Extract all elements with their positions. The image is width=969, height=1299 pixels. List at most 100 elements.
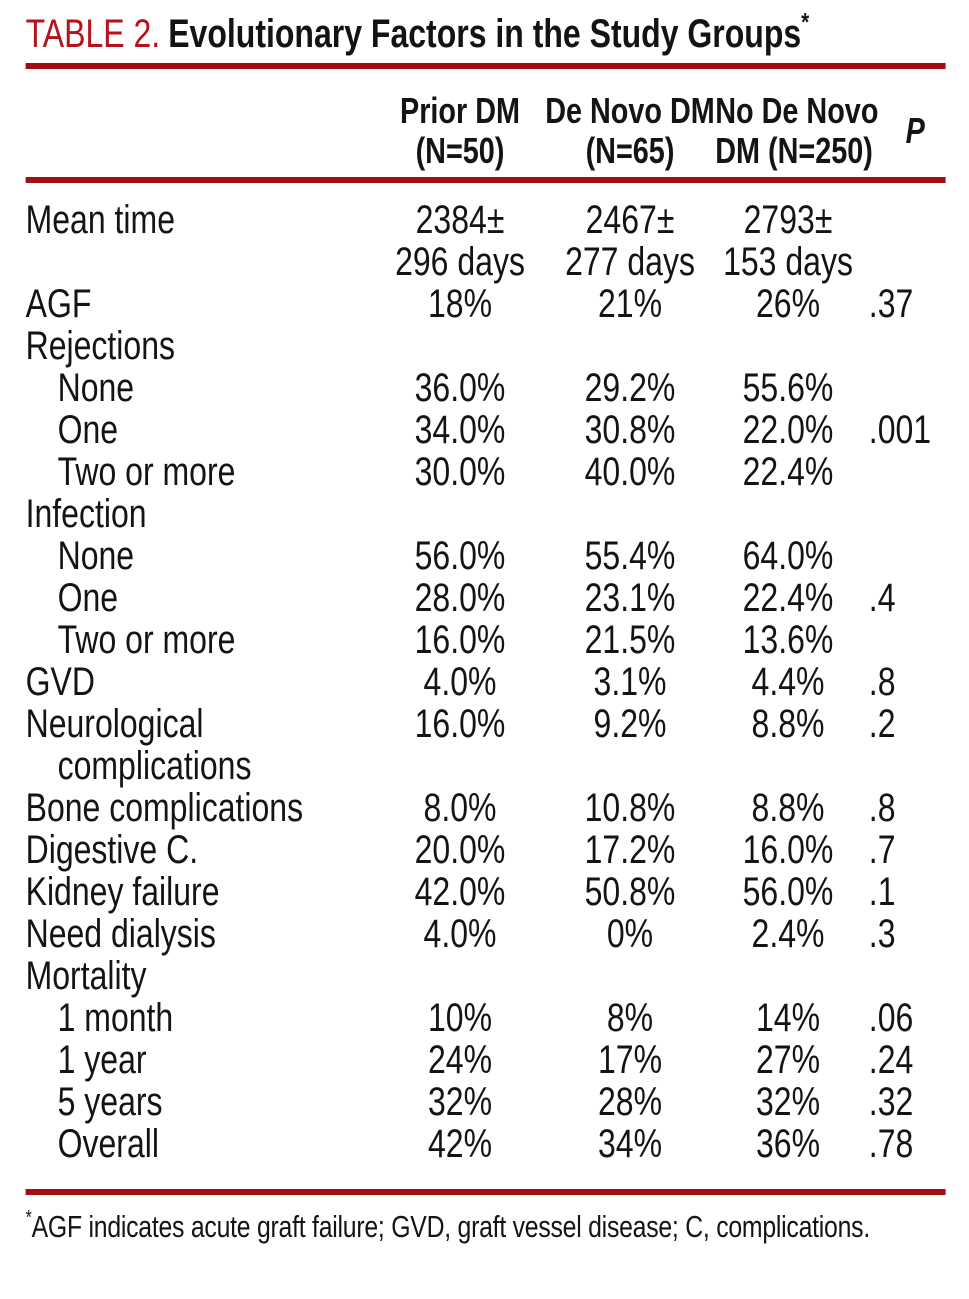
row-label-line: Neurological: [25, 702, 204, 746]
cell-no-de-novo-dm: 36%: [715, 1123, 861, 1165]
column-header-de-novo-dm: De Novo DM (N=65): [545, 69, 715, 177]
cell-no-de-novo-dm: 4.4%: [715, 661, 861, 703]
row-label-line: Two or more: [57, 450, 236, 494]
table-number-label: TABLE 2.: [25, 12, 161, 56]
table-row: Kidney failure 42.0% 50.8% 56.0% .1: [26, 871, 946, 913]
row-label-line: Digestive C.: [25, 828, 199, 872]
cell-line: 9.2%: [593, 702, 667, 746]
journal-table-page: TABLE 2. Evolutionary Factors in the Stud…: [25, 9, 969, 1245]
cell-line: 21%: [597, 282, 663, 326]
cell-line: 24%: [427, 1038, 493, 1082]
cell-line: 56.0%: [742, 870, 834, 914]
table-row: Neurological complications 16.0% 9.2% 8.8% .2: [26, 703, 946, 787]
row-label-line: None: [57, 534, 135, 578]
cell-prior-dm: 2384± 296 days: [375, 199, 545, 283]
column-header-table: Prior DM (N=50) De Novo DM (N=65) No De …: [26, 69, 946, 177]
cell-prior-dm: 16.0%: [375, 619, 545, 661]
top-rule: [25, 63, 946, 69]
cell-prior-dm: 42%: [375, 1123, 545, 1165]
table-row: Infection: [26, 493, 946, 535]
cell-line: 277 days: [565, 240, 695, 284]
cell-line: 17%: [597, 1038, 663, 1082]
row-label-line: None: [57, 366, 135, 410]
table-row: Bone complications 8.0% 10.8% 8.8% .8: [26, 787, 946, 829]
cell-p-value: .4: [868, 576, 896, 620]
row-label: AGF: [26, 283, 376, 325]
table-row: 5 years 32% 28% 32% .32: [26, 1081, 946, 1123]
cell-p-value: .2: [868, 702, 896, 746]
cell-line: 2384±: [415, 198, 505, 242]
bottom-rule: [25, 1189, 946, 1195]
cell-line: 18%: [427, 282, 493, 326]
table-row: One 28.0% 23.1% 22.4% .4: [26, 577, 946, 619]
cell-no-de-novo-dm: [715, 325, 861, 367]
cell-line: 4.4%: [751, 660, 825, 704]
row-label-line: Mortality: [25, 954, 147, 998]
row-label: Mortality: [26, 955, 376, 997]
cell-p-value: .24: [868, 1038, 914, 1082]
cell-no-de-novo-dm: 8.8%: [715, 703, 861, 787]
row-label-line: GVD: [25, 660, 95, 704]
row-label: Digestive C.: [26, 829, 376, 871]
cell-prior-dm: 28.0%: [375, 577, 545, 619]
data-table: Mean time 2384± 296 days 2467± 277 days 2793±…: [26, 199, 946, 1165]
cell-line: 28%: [597, 1080, 663, 1124]
row-label: None: [26, 535, 376, 577]
cell-de-novo-dm: 2467± 277 days: [545, 199, 715, 283]
cell-de-novo-dm: 30.8%: [545, 409, 715, 451]
footnote: *AGF indicates acute graft failure; GVD,…: [26, 1208, 969, 1245]
cell-no-de-novo-dm: 22.4%: [715, 451, 861, 493]
table-row: 1 month 10% 8% 14% .06: [26, 997, 946, 1039]
cell-line: 64.0%: [742, 534, 834, 578]
row-label: Two or more: [26, 451, 376, 493]
cell-line: 16.0%: [414, 702, 506, 746]
cell-line: 16.0%: [742, 828, 834, 872]
row-label-line: Need dialysis: [25, 912, 216, 956]
table-row: Digestive C. 20.0% 17.2% 16.0% .7: [26, 829, 946, 871]
cell-de-novo-dm: 21.5%: [545, 619, 715, 661]
table-row: Overall 42% 34% 36% .78: [26, 1123, 946, 1165]
cell-no-de-novo-dm: 22.0%: [715, 409, 861, 451]
cell-de-novo-dm: 28%: [545, 1081, 715, 1123]
cell-no-de-novo-dm: 55.6%: [715, 367, 861, 409]
header-rule: [25, 177, 946, 183]
cell-line: 27%: [755, 1038, 821, 1082]
cell-line: 10.8%: [584, 786, 676, 830]
cell-p-value: .8: [868, 660, 896, 704]
cell-line: 22.0%: [742, 408, 834, 452]
cell-no-de-novo-dm: 16.0%: [715, 829, 861, 871]
row-label-line: Two or more: [57, 618, 236, 662]
cell-line: 42%: [427, 1122, 493, 1166]
cell-line: 55.4%: [584, 534, 676, 578]
row-label-line: Rejections: [25, 324, 176, 368]
cell-line: 14%: [755, 996, 821, 1040]
p-header-label: P: [905, 110, 925, 151]
cell-line: 4.0%: [423, 660, 497, 704]
row-label-line: 1 year: [57, 1038, 147, 1082]
cell-line: 153 days: [723, 240, 853, 284]
table-row: GVD 4.0% 3.1% 4.4% .8: [26, 661, 946, 703]
row-label: Rejections: [26, 325, 376, 367]
table-title-text: Evolutionary Factors in the Study Groups: [168, 12, 802, 56]
cell-line: 10%: [427, 996, 493, 1040]
cell-line: 32%: [427, 1080, 493, 1124]
cell-line: 22.4%: [742, 576, 834, 620]
cell-no-de-novo-dm: 14%: [715, 997, 861, 1039]
cell-line: 26%: [755, 282, 821, 326]
table-row: Rejections: [26, 325, 946, 367]
cell-de-novo-dm: 3.1%: [545, 661, 715, 703]
cell-line: 34%: [597, 1122, 663, 1166]
cell-p-value: .7: [868, 828, 896, 872]
cell-line: 50.8%: [584, 870, 676, 914]
cell-no-de-novo-dm: 8.8%: [715, 787, 861, 829]
row-label: Kidney failure: [26, 871, 376, 913]
row-label: 5 years: [26, 1081, 376, 1123]
table-row: None 56.0% 55.4% 64.0%: [26, 535, 946, 577]
cell-p-value: .001: [868, 408, 932, 452]
column-header-line: De Novo DM: [545, 90, 715, 131]
cell-line: 13.6%: [742, 618, 834, 662]
table-row: Two or more 16.0% 21.5% 13.6%: [26, 619, 946, 661]
cell-de-novo-dm: 50.8%: [545, 871, 715, 913]
row-label-line: Mean time: [25, 198, 175, 242]
cell-de-novo-dm: 8%: [545, 997, 715, 1039]
